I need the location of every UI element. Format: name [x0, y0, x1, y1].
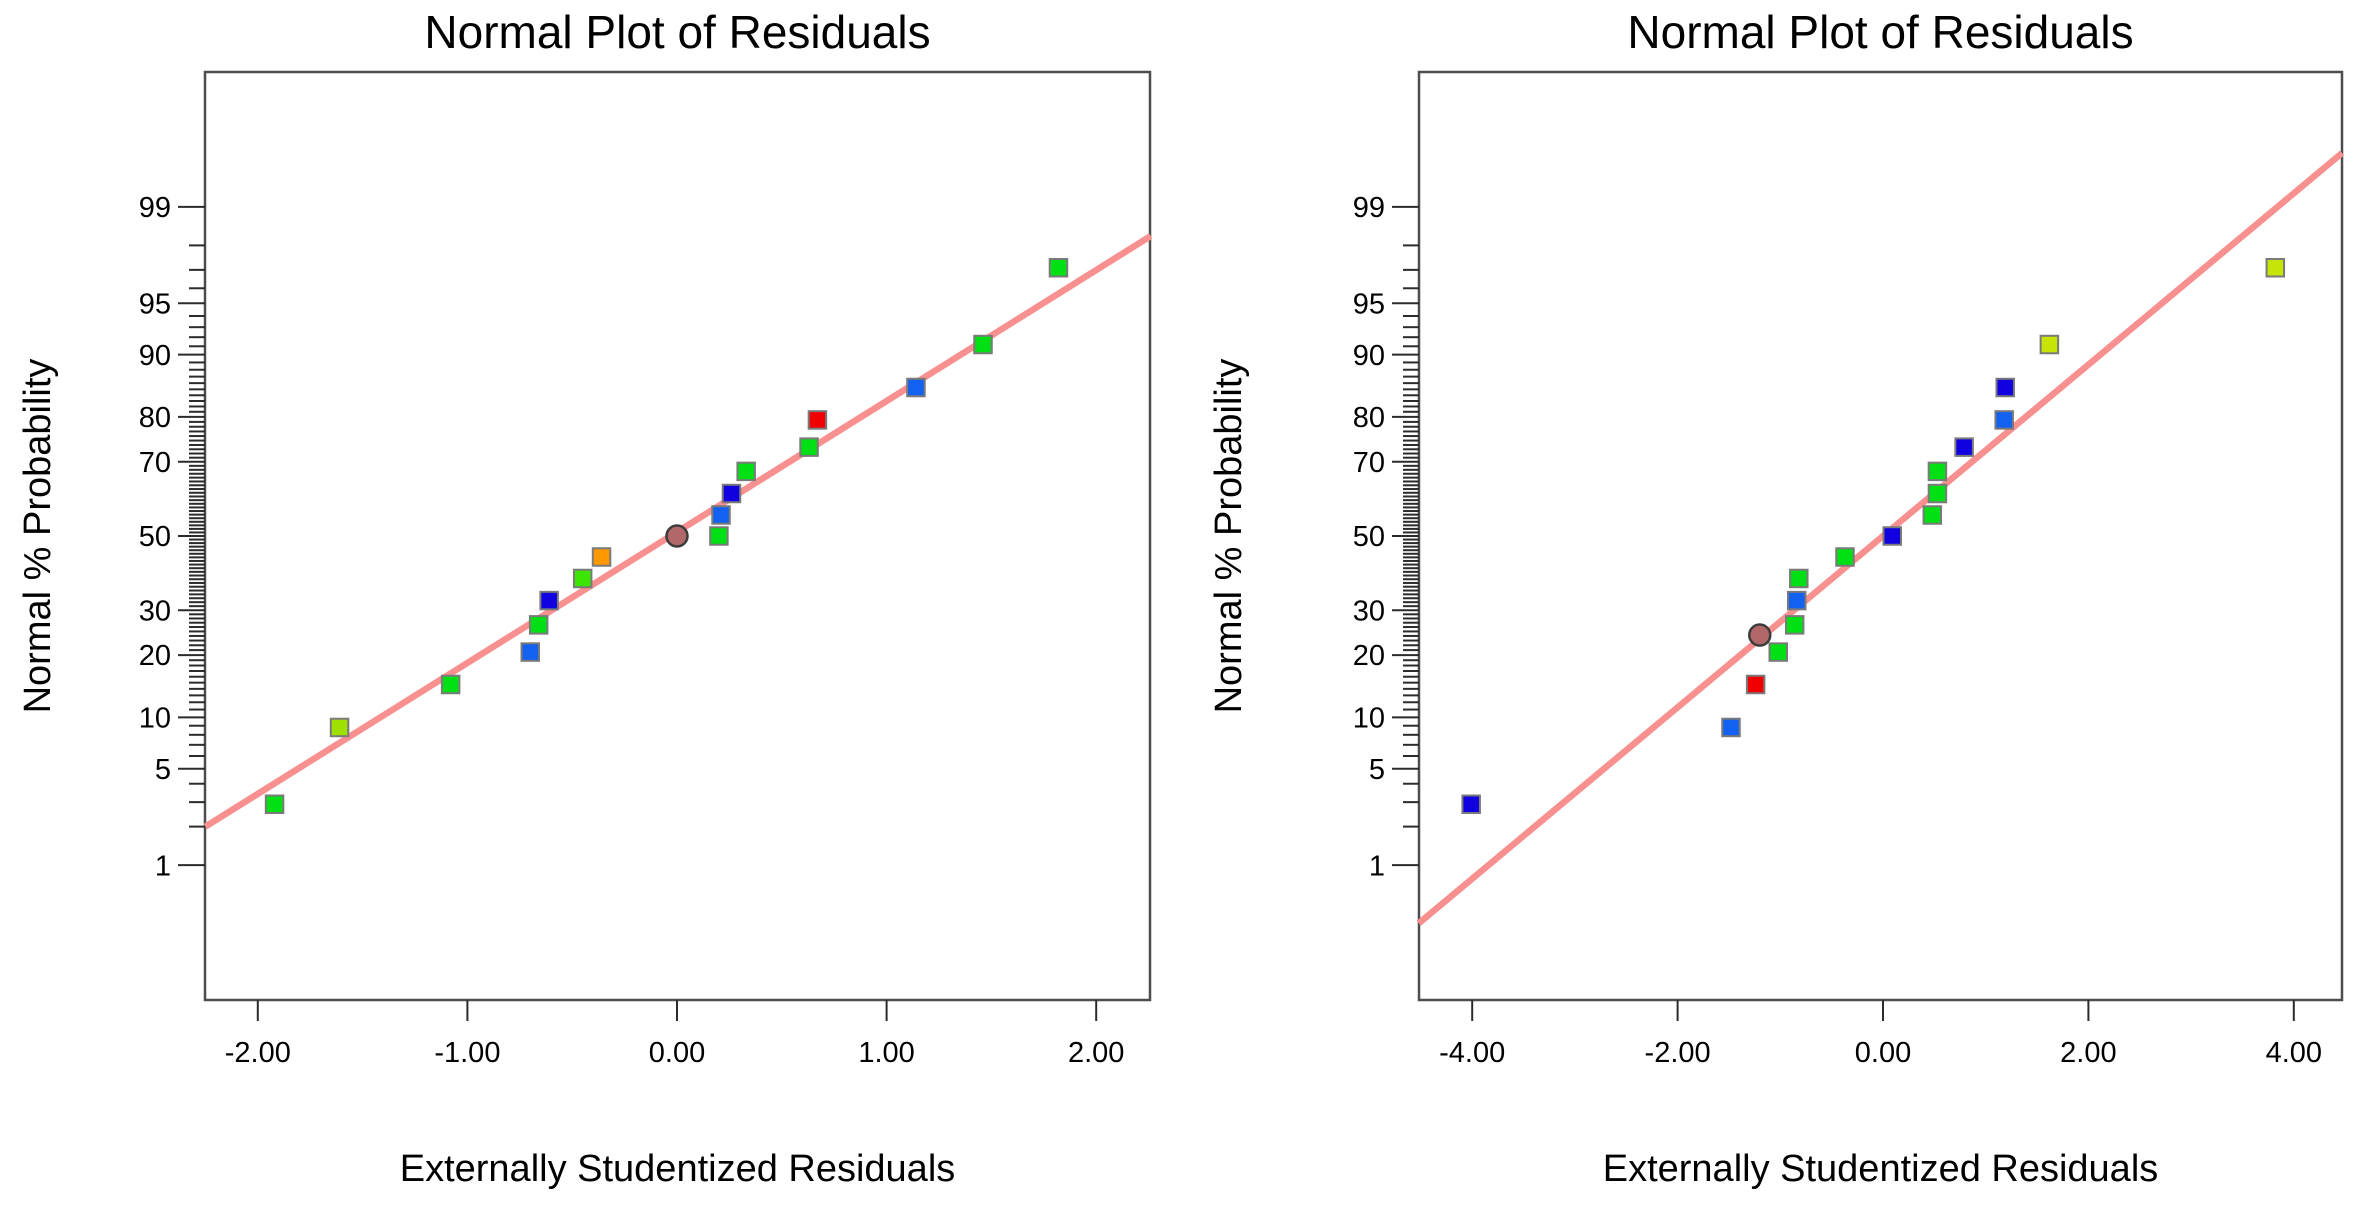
chart-svg: Normal Plot of Residuals 1 5 10 20 30 50 70 80 90… — [17, 6, 1153, 1190]
data-point-square — [591, 547, 612, 567]
data-point-square — [1954, 437, 1974, 457]
data-point-square — [721, 483, 742, 504]
data-point-square — [709, 526, 729, 546]
data-point-square — [1768, 642, 1788, 662]
data-point-square — [799, 437, 819, 457]
y-tick-label: 1 — [155, 850, 171, 882]
x-tick-label: -2.00 — [225, 1037, 291, 1069]
y-tick-label: 1 — [1369, 850, 1385, 882]
normal-reference-line — [1416, 150, 2345, 926]
data-point-square — [1784, 615, 1805, 635]
data-point-square — [1786, 590, 1807, 611]
y-tick-label: 70 — [1353, 447, 1385, 479]
y-tick-label: 99 — [139, 192, 171, 224]
y-tick-label: 50 — [139, 521, 171, 553]
y-axis-label: Normal % Probability — [1208, 359, 1250, 714]
y-tick-label: 30 — [139, 595, 171, 627]
data-point-square — [711, 505, 731, 525]
data-point-square — [440, 674, 461, 695]
data-point-square — [539, 590, 559, 611]
chart-title: Normal Plot of Residuals — [1627, 6, 2133, 58]
x-tick-label: 2.00 — [1068, 1037, 1124, 1069]
data-point-square — [520, 642, 541, 662]
data-point-square — [264, 794, 285, 814]
data-point-square — [2265, 258, 2286, 278]
y-tick-label: 50 — [1353, 521, 1385, 553]
x-tick-label: -4.00 — [1439, 1037, 1505, 1069]
y-tick-label: 90 — [1353, 340, 1385, 372]
y-tick-label: 80 — [139, 402, 171, 434]
y-tick-label: 80 — [1353, 402, 1385, 434]
data-point-square — [1835, 547, 1855, 567]
data-point-circle — [665, 524, 689, 548]
data-point-circle — [1748, 623, 1772, 647]
normal-plot-left: Normal Plot of Residuals 1 5 10 20 30 50 70 80 90… — [17, 6, 1153, 1190]
x-tick-label: -1.00 — [434, 1037, 500, 1069]
data-point-square — [736, 461, 756, 482]
data-point-square — [1745, 674, 1766, 695]
data-point-square — [329, 717, 350, 738]
y-tick-label: 10 — [139, 702, 171, 734]
data-point-square — [1789, 568, 1809, 589]
data-point-square — [1882, 526, 1902, 546]
data-point-square — [1927, 461, 1948, 482]
y-tick-label: 30 — [1353, 595, 1385, 627]
data-point-square — [1927, 483, 1948, 504]
y-tick-label: 70 — [139, 447, 171, 479]
data-point-square — [1995, 377, 2015, 398]
y-axis-label: Normal % Probability — [17, 359, 59, 714]
y-tick-label: 5 — [155, 754, 171, 786]
chart-svg: Normal Plot of Residuals 1 5 10 20 30 50 70 80 90… — [1208, 6, 2345, 1190]
x-axis-label: Externally Studentized Residuals — [1603, 1148, 2159, 1190]
data-point-square — [572, 568, 593, 589]
data-point-square — [2039, 334, 2060, 355]
data-point-square — [807, 410, 828, 430]
y-tick-label: 20 — [1353, 640, 1385, 672]
y-tick-label: 90 — [139, 340, 171, 372]
y-tick-label: 95 — [1353, 288, 1385, 320]
data-point-square — [528, 615, 549, 635]
x-tick-label: 0.00 — [1855, 1037, 1911, 1069]
data-point-square — [1721, 717, 1741, 738]
chart-title: Normal Plot of Residuals — [424, 6, 930, 58]
data-point-square — [973, 334, 993, 355]
x-tick-label: 0.00 — [649, 1037, 705, 1069]
data-point-square — [1922, 505, 1943, 525]
y-tick-label: 95 — [139, 288, 171, 320]
y-tick-label: 20 — [139, 640, 171, 672]
normal-plot-right: Normal Plot of Residuals 1 5 10 20 30 50 70 80 90… — [1183, 0, 2366, 1208]
data-point-square — [1461, 794, 1481, 814]
y-tick-label: 99 — [1353, 192, 1385, 224]
x-axis-label: Externally Studentized Residuals — [400, 1148, 956, 1190]
x-tick-label: 2.00 — [2060, 1037, 2116, 1069]
data-point-square — [1994, 410, 2014, 430]
data-point-square — [906, 377, 926, 398]
x-tick-label: 1.00 — [858, 1037, 914, 1069]
y-tick-label: 10 — [1353, 702, 1385, 734]
x-tick-label: -2.00 — [1645, 1037, 1711, 1069]
data-point-square — [1048, 258, 1069, 278]
x-tick-label: 4.00 — [2266, 1037, 2322, 1069]
y-tick-label: 5 — [1369, 754, 1385, 786]
